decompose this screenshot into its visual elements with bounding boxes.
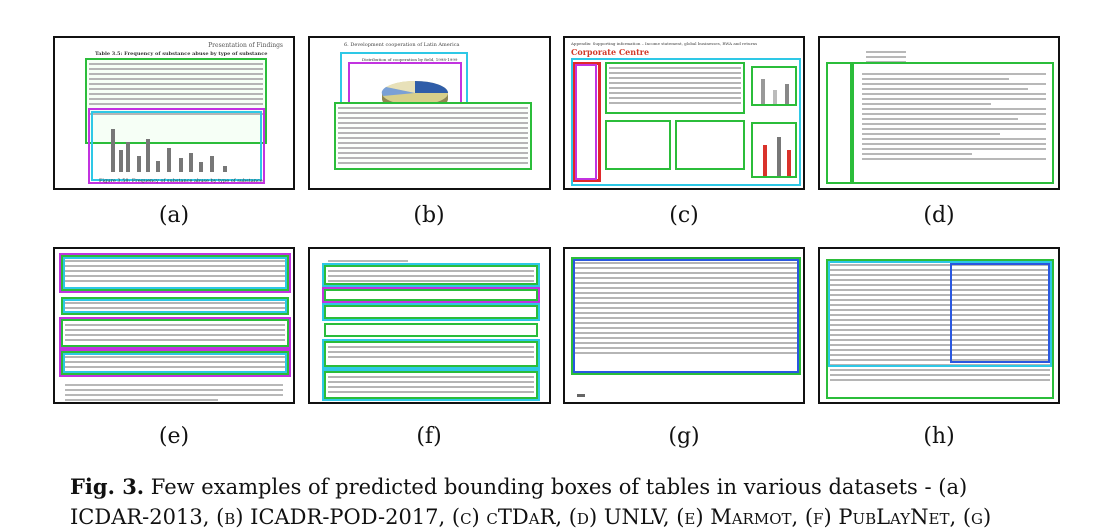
panel-c-main-box [571,58,801,186]
panel-b-table-box [334,102,532,170]
panel-e-table4-box [61,351,289,375]
panel-f-table6-inner-box [322,369,540,401]
panel-b-heading: 6. Development cooperation of Latin Amer… [344,42,460,48]
panel-d-table-box [826,62,1054,184]
panel-f-table5-box [324,341,538,367]
panel-f-table1-inner-box [322,263,540,287]
panel-f-table5-inner-box [322,339,540,369]
panel-f-table6-box [324,371,538,399]
panel-h-label: (h) [923,424,955,449]
figure-caption: Fig. 3. Few examples of predicted boundi… [70,472,1040,532]
panel-a-figure-caption: Figure 3.58: Frequency of substance abus… [99,178,263,184]
panel-g-thumbnail [563,247,805,404]
panel-g-table-box [571,257,801,375]
panel-a-chart-box [88,108,265,184]
panel-a-label: (a) [158,203,190,228]
panel-f-table1-box [324,265,538,285]
panel-a-thumbnail: Presentation of Findings Table 3.5: Freq… [53,36,295,190]
caption-line-1-text: Few examples of predicted bounding boxes… [144,475,968,499]
panel-e-table1-magenta-box [59,253,291,293]
panel-f-table4-box [324,323,538,337]
panel-e-table3-box [61,319,289,347]
panel-f-table2-magenta-box [322,287,540,303]
panel-c-table-box [605,62,745,114]
panel-f-thumbnail [308,247,551,404]
panel-g-table-blue-box [573,259,799,373]
panel-d-column-box [850,62,854,184]
panel-e-table1-inner-box [63,257,287,289]
panel-e-table4-magenta-box [59,349,291,377]
panel-b-chart-box: Distribution of cooperation by field, 19… [340,52,468,140]
panel-d-label: (d) [923,203,955,228]
panel-c-side-box [575,64,597,180]
panel-f-table3-inner-box [322,303,540,321]
panel-a-title: Presentation of Findings [208,42,283,49]
panel-b-thumbnail: 6. Development cooperation of Latin Amer… [308,36,551,190]
panel-c-chart-box [751,66,797,106]
panel-e-table1-box [61,255,289,291]
panel-h-table-inner-box [828,261,1052,367]
panel-e-table3-magenta-box [59,317,291,349]
panel-e-table4-inner-box [63,353,287,373]
panel-e-thumbnail [53,247,295,404]
panel-e-label: (e) [158,424,190,449]
panel-c-thumbnail: Appendix: Supporting information – Incom… [563,36,805,190]
panel-b-label: (b) [413,203,445,228]
panel-c-header: Appendix: Supporting information – Incom… [571,41,758,46]
panel-c-lower-right-box [675,120,745,170]
panel-f-table3-box [324,305,538,319]
panel-h-column-box [950,263,1050,363]
panel-c-chart2-box [751,122,797,178]
caption-fig-number: Fig. 3. [70,474,145,499]
caption-line-2: ICDAR-2013, (b) ICADR-POD-2017, (c) cTDa… [70,505,992,529]
panel-c-title: Corporate Centre [571,47,650,57]
panel-a-chart-inner-box [91,111,262,181]
panel-h-table-box [826,259,1054,399]
panel-f-table2-box [324,289,538,301]
panel-h-thumbnail [818,247,1060,404]
panel-g-label: (g) [668,424,700,449]
panel-d-thumbnail [818,36,1060,190]
panel-b-pie-graphic [381,80,448,110]
panel-c-lower-left-box [605,120,671,170]
panel-f-label: (f) [416,424,442,449]
panel-c-red-box [573,62,601,182]
panel-a-table-caption: Table 3.5: Frequency of substance abuse … [95,51,268,57]
panel-c-label: (c) [669,203,699,228]
panel-e-table2-inner-box [63,299,287,313]
panel-b-chart-title: Distribution of cooperation by field, 19… [362,57,458,62]
caption-line-1: Fig. 3. Few examples of predicted boundi… [70,472,1040,502]
panel-e-table2-box [61,297,289,315]
